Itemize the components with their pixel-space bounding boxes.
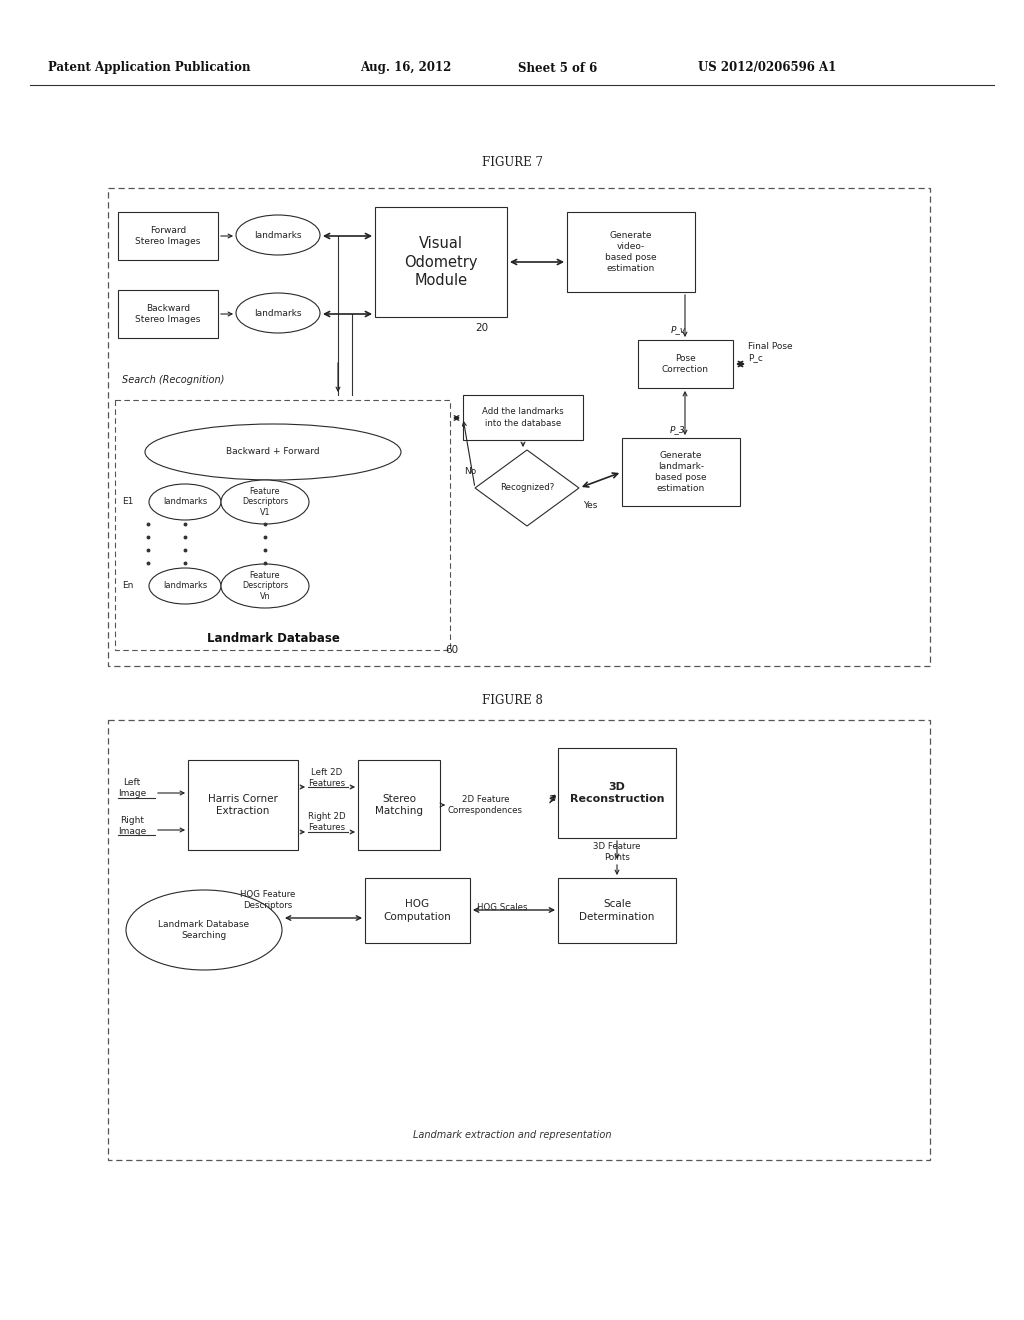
Text: Generate
video-
based pose
estimation: Generate video- based pose estimation bbox=[605, 231, 656, 273]
Text: Feature
Descriptors
V1: Feature Descriptors V1 bbox=[242, 487, 288, 517]
Text: Left 2D
Features: Left 2D Features bbox=[308, 768, 345, 788]
Text: Feature
Descriptors
Vn: Feature Descriptors Vn bbox=[242, 572, 288, 601]
Text: Aug. 16, 2012: Aug. 16, 2012 bbox=[360, 62, 452, 74]
Text: Left
Image: Left Image bbox=[118, 779, 146, 797]
Text: Search (Recognition): Search (Recognition) bbox=[122, 375, 224, 385]
Text: Recognized?: Recognized? bbox=[500, 483, 554, 492]
Bar bbox=[118, 290, 218, 338]
Ellipse shape bbox=[236, 215, 319, 255]
Bar bbox=[358, 760, 440, 850]
Text: HOG Scales: HOG Scales bbox=[477, 903, 527, 912]
Text: Scale
Determination: Scale Determination bbox=[580, 899, 654, 921]
Text: 60: 60 bbox=[445, 645, 459, 655]
Ellipse shape bbox=[221, 564, 309, 609]
Ellipse shape bbox=[236, 293, 319, 333]
Text: En: En bbox=[122, 582, 134, 590]
Text: Landmark Database: Landmark Database bbox=[207, 631, 339, 644]
Bar bbox=[118, 213, 218, 260]
Text: landmarks: landmarks bbox=[254, 231, 302, 239]
Text: 3D
Reconstruction: 3D Reconstruction bbox=[569, 781, 665, 804]
Text: Yes: Yes bbox=[583, 500, 597, 510]
Bar bbox=[622, 438, 740, 506]
Text: 3D Feature
Points: 3D Feature Points bbox=[593, 842, 641, 862]
Text: E1: E1 bbox=[122, 498, 134, 507]
Text: Harris Corner
Extraction: Harris Corner Extraction bbox=[208, 793, 278, 816]
Text: Backward + Forward: Backward + Forward bbox=[226, 447, 319, 457]
Text: HOG
Computation: HOG Computation bbox=[384, 899, 452, 921]
Text: Pose
Correction: Pose Correction bbox=[662, 354, 709, 374]
Text: Patent Application Publication: Patent Application Publication bbox=[48, 62, 251, 74]
Text: landmarks: landmarks bbox=[254, 309, 302, 318]
Ellipse shape bbox=[150, 568, 221, 605]
Text: Generate
landmark-
based pose
estimation: Generate landmark- based pose estimation bbox=[655, 451, 707, 494]
Text: FIGURE 7: FIGURE 7 bbox=[481, 157, 543, 169]
Ellipse shape bbox=[150, 484, 221, 520]
Ellipse shape bbox=[126, 890, 282, 970]
Text: FIGURE 8: FIGURE 8 bbox=[481, 693, 543, 706]
Text: Visual
Odometry
Module: Visual Odometry Module bbox=[404, 236, 478, 288]
Bar bbox=[108, 719, 930, 1160]
Text: Add the landmarks
into the database: Add the landmarks into the database bbox=[482, 408, 564, 428]
Ellipse shape bbox=[145, 424, 401, 480]
Text: Right 2D
Features: Right 2D Features bbox=[308, 812, 346, 832]
Text: Stereo
Matching: Stereo Matching bbox=[375, 793, 423, 816]
Text: Final Pose
P_c: Final Pose P_c bbox=[748, 342, 793, 362]
Bar bbox=[365, 878, 470, 942]
Text: Sheet 5 of 6: Sheet 5 of 6 bbox=[518, 62, 597, 74]
Text: landmarks: landmarks bbox=[163, 582, 207, 590]
Bar bbox=[638, 341, 733, 388]
Bar bbox=[558, 878, 676, 942]
Bar bbox=[188, 760, 298, 850]
Bar bbox=[375, 207, 507, 317]
Text: Forward
Stereo Images: Forward Stereo Images bbox=[135, 226, 201, 246]
Bar bbox=[558, 748, 676, 838]
Ellipse shape bbox=[221, 480, 309, 524]
Text: landmarks: landmarks bbox=[163, 498, 207, 507]
Text: P_v: P_v bbox=[671, 326, 686, 334]
Bar bbox=[108, 187, 930, 667]
Text: Landmark extraction and representation: Landmark extraction and representation bbox=[413, 1130, 611, 1140]
Text: No: No bbox=[464, 467, 476, 477]
Text: P_3: P_3 bbox=[670, 425, 686, 434]
Text: Backward
Stereo Images: Backward Stereo Images bbox=[135, 304, 201, 323]
Text: HOG Feature
Descriptors: HOG Feature Descriptors bbox=[240, 890, 295, 909]
Text: Landmark Database
Searching: Landmark Database Searching bbox=[159, 920, 250, 940]
Bar bbox=[567, 213, 695, 292]
Text: US 2012/0206596 A1: US 2012/0206596 A1 bbox=[698, 62, 837, 74]
Polygon shape bbox=[475, 450, 579, 525]
Text: 20: 20 bbox=[475, 323, 488, 333]
Text: Right
Image: Right Image bbox=[118, 816, 146, 836]
Bar bbox=[463, 395, 583, 440]
Bar bbox=[115, 400, 450, 649]
Text: 2D Feature
Correspondences: 2D Feature Correspondences bbox=[449, 795, 523, 814]
